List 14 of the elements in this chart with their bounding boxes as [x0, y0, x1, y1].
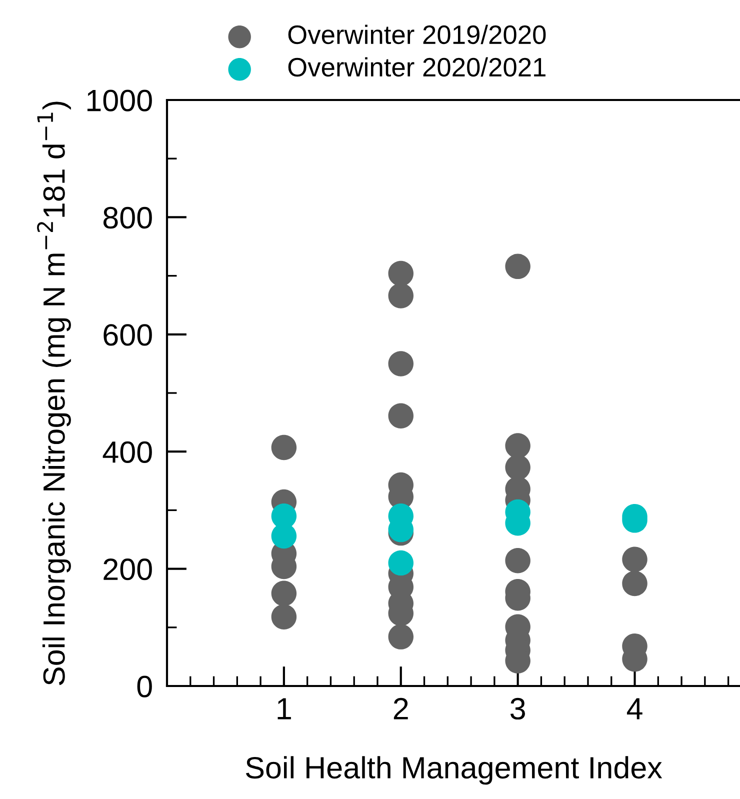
- y-tick-label: 200: [104, 558, 152, 580]
- y-tick-label: 1000: [87, 90, 152, 112]
- legend-label: Overwinter 2020/2021: [288, 57, 546, 77]
- y-axis-title: Soil Inorganic Nitrogen (mg N m$^{−2}$181 d$^{−1}$): [37, 102, 71, 686]
- x-tick-label: 1: [278, 698, 291, 720]
- x-tick-label: 3: [510, 698, 525, 720]
- y-tick-label: 0: [137, 676, 152, 698]
- x-axis-title: Soil Health Management Index: [246, 756, 662, 785]
- legend-label: Overwinter 2019/2020: [288, 24, 546, 44]
- y-tick-label: 600: [104, 324, 152, 346]
- x-tick-label: 2: [394, 698, 408, 720]
- y-tick-label: 400: [102, 441, 152, 463]
- y-tick-label: 800: [103, 206, 152, 229]
- x-tick-label: 4: [626, 698, 642, 720]
